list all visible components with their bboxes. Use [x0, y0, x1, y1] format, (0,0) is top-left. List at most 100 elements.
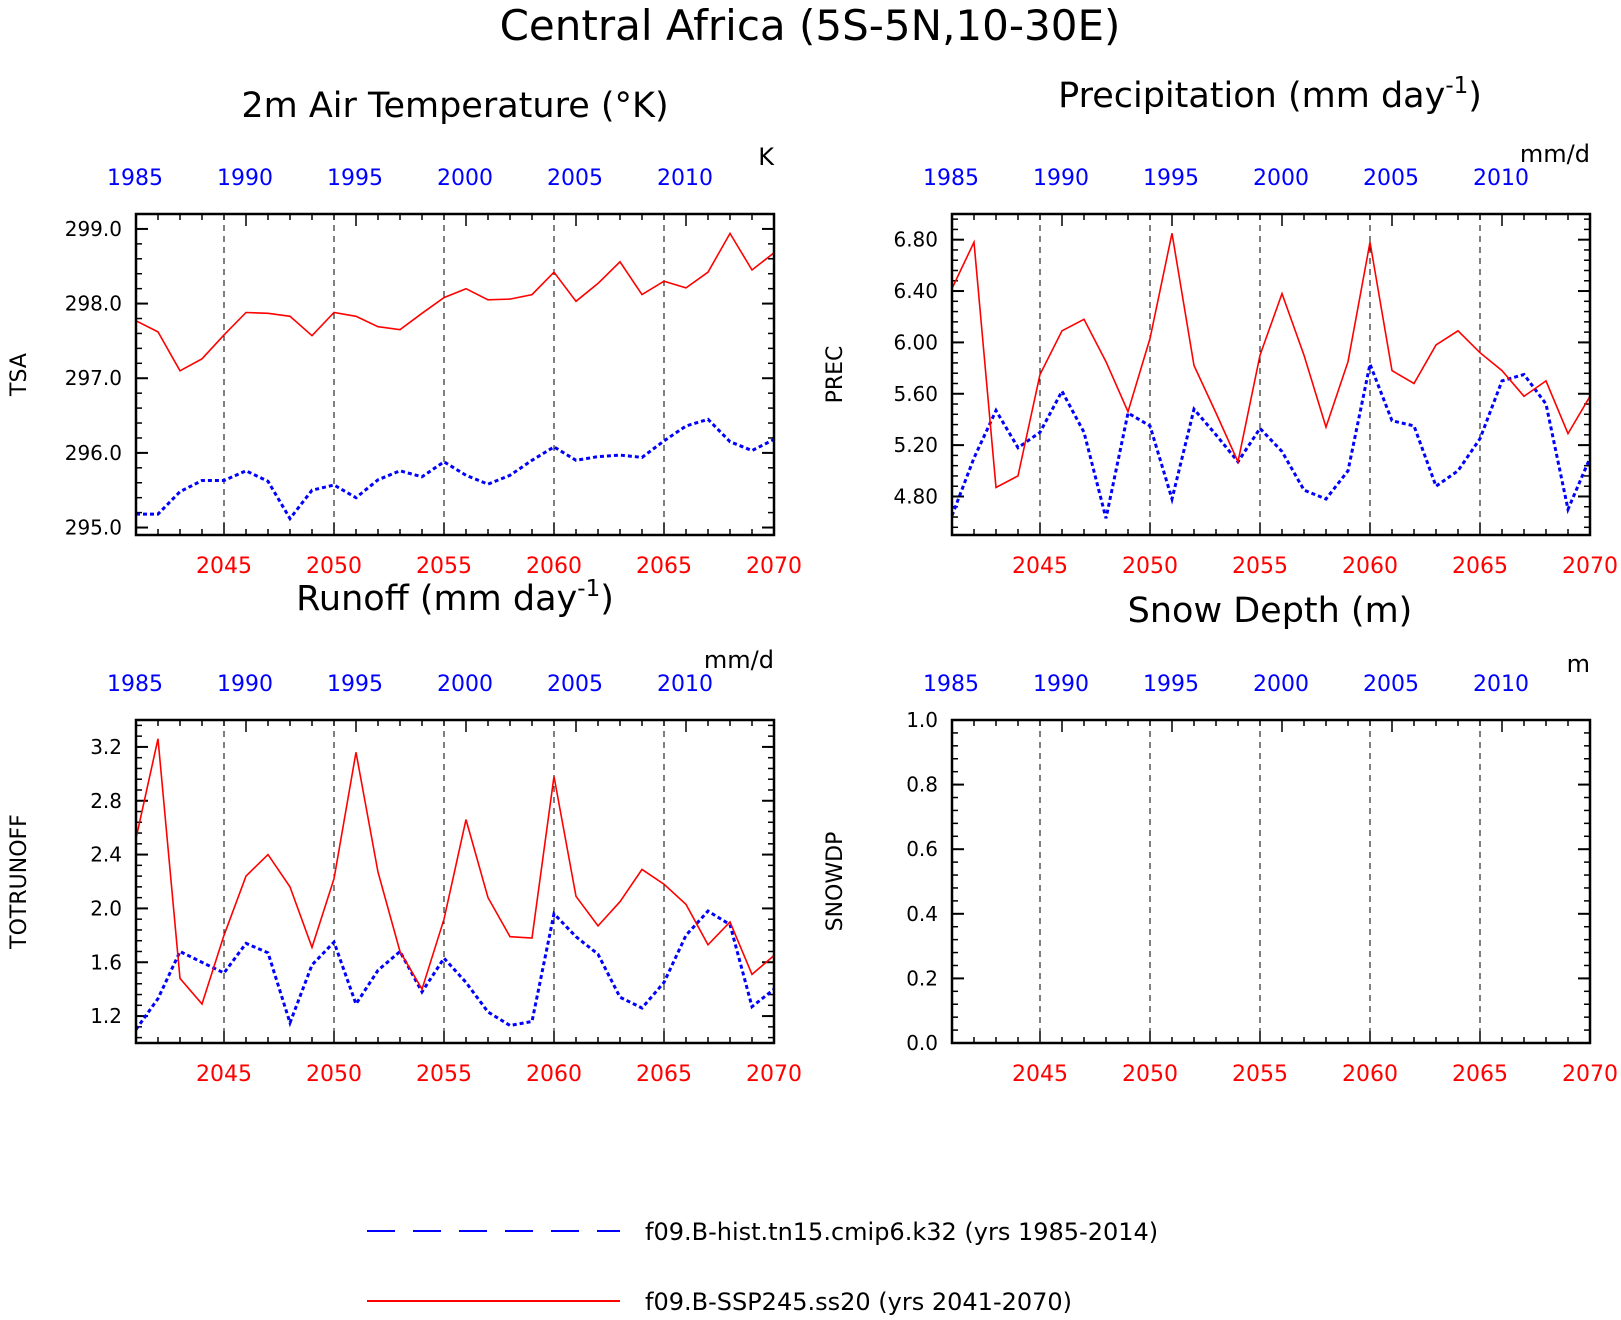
- x-tick-label-bottom: 2050: [306, 554, 362, 579]
- x-tick-label-bottom: 2050: [306, 1062, 362, 1087]
- x-tick-label-bottom: 2045: [1012, 1062, 1068, 1087]
- y-tick-label: 0.8: [906, 773, 938, 797]
- y-tick-label: 295.0: [65, 516, 122, 540]
- panel-tsa: 2m Air Temperature (°K) K TSA 295.0 296.0 297…: [7, 86, 802, 579]
- x-tick-label-top: 2010: [657, 166, 713, 191]
- x-tick-label-top: 2000: [437, 166, 493, 191]
- series-line-ssp: [135, 738, 775, 1006]
- panel-title: Precipitation (mm day-1): [1058, 73, 1482, 116]
- units-label: K: [758, 143, 775, 171]
- y-tick-label: 6.40: [893, 279, 938, 303]
- panel-title-main: 2m Air Temperature (°K): [241, 86, 668, 126]
- x-tick-label-bottom: 2065: [1452, 554, 1508, 579]
- x-tick-label-top: 1985: [107, 672, 163, 697]
- y-tick-label: 297.0: [65, 366, 122, 390]
- legend-label-hist: f09.B-hist.tn15.cmip6.k32 (yrs 1985-2014…: [645, 1218, 1158, 1246]
- x-tick-label-bottom: 2060: [526, 554, 582, 579]
- x-tick-label-top: 1995: [1143, 672, 1199, 697]
- x-tick-label-top: 2005: [547, 166, 603, 191]
- y-tick-label: 299.0: [65, 217, 122, 241]
- panel-title: Snow Depth (m): [1128, 591, 1413, 631]
- x-tick-label-top: 2010: [1473, 672, 1529, 697]
- x-tick-label-bottom: 2065: [636, 554, 692, 579]
- units-label: mm/d: [704, 646, 774, 674]
- series-line-hist: [134, 909, 775, 1031]
- x-tick-label-bottom: 2070: [746, 554, 802, 579]
- series-line-ssp: [135, 231, 775, 372]
- x-tick-label-bottom: 2070: [1562, 554, 1618, 579]
- x-tick-label-bottom: 2070: [1562, 1062, 1618, 1087]
- plot-frame: [950, 718, 1592, 1045]
- y-tick-label: 298.0: [65, 292, 122, 316]
- y-axis-label: TSA: [7, 353, 32, 397]
- y-tick-label: 1.2: [90, 1004, 122, 1028]
- x-tick-label-top: 2010: [1473, 166, 1529, 191]
- units-label: m: [1567, 650, 1590, 678]
- panel-title-close: ): [600, 579, 614, 619]
- y-tick-label: 296.0: [65, 441, 122, 465]
- panel-snowdp: Snow Depth (m) m SNOWDP 0.0 0.2 0.4 0.6 0.8 1.0 2…: [823, 591, 1618, 1087]
- x-tick-label-top: 1990: [1033, 166, 1089, 191]
- x-tick-label-top: 2010: [657, 672, 713, 697]
- y-tick-label: 3.2: [90, 735, 122, 759]
- panel-title-superscript: -1: [1445, 73, 1468, 99]
- panel-title-superscript: -1: [577, 576, 600, 602]
- x-tick-label-bottom: 2055: [416, 1062, 472, 1087]
- y-tick-label: 6.00: [893, 330, 938, 354]
- plot-frame: [134, 212, 776, 537]
- y-tick-label: 0.4: [906, 902, 938, 926]
- panel-title-main: Runoff (mm day: [296, 579, 577, 619]
- y-tick-label: 1.6: [90, 950, 122, 974]
- y-tick-label: 2.4: [90, 843, 122, 867]
- x-tick-label-top: 1990: [217, 166, 273, 191]
- y-axis-label: SNOWDP: [823, 832, 848, 932]
- x-tick-label-bottom: 2070: [746, 1062, 802, 1087]
- x-tick-label-top: 1985: [923, 672, 979, 697]
- x-tick-label-top: 1985: [923, 166, 979, 191]
- x-tick-label-top: 2000: [1253, 672, 1309, 697]
- x-tick-label-top: 2005: [547, 672, 603, 697]
- series-line-hist: [136, 417, 775, 522]
- y-axis-label: TOTRUNOFF: [7, 814, 32, 950]
- x-tick-label-bottom: 2050: [1122, 554, 1178, 579]
- x-tick-label-bottom: 2055: [416, 554, 472, 579]
- y-tick-label: 2.0: [90, 896, 122, 920]
- panel-title-main: Precipitation (mm day: [1058, 76, 1445, 116]
- series-line-ssp: [951, 233, 1591, 489]
- panel-title: Runoff (mm day-1): [296, 576, 614, 619]
- x-tick-label-top: 2005: [1363, 672, 1419, 697]
- x-tick-label-bottom: 2060: [1342, 1062, 1398, 1087]
- y-tick-label: 6.80: [893, 228, 938, 252]
- y-tick-label: 1.0: [906, 708, 938, 732]
- panel-prec: Precipitation (mm day-1) mm/d PREC 4.80 5.20…: [823, 73, 1618, 579]
- figure-title: Central Africa (5S-5N,10-30E): [500, 1, 1121, 50]
- x-tick-label-top: 2000: [1253, 166, 1309, 191]
- y-tick-label: 0.2: [906, 966, 938, 990]
- x-tick-label-bottom: 2065: [636, 1062, 692, 1087]
- units-label: mm/d: [1520, 140, 1590, 168]
- x-tick-label-top: 1995: [327, 672, 383, 697]
- legend-label-ssp: f09.B-SSP245.ss20 (yrs 2041-2070): [645, 1288, 1072, 1316]
- x-tick-label-top: 1990: [1033, 672, 1089, 697]
- panel-title-main: Snow Depth (m): [1128, 591, 1413, 631]
- panel-totrunoff: Runoff (mm day-1) mm/d TOTRUNOFF 1.2 1.6 2.0 2…: [7, 576, 802, 1087]
- x-tick-label-top: 1995: [327, 166, 383, 191]
- plot-frame: [950, 212, 1592, 537]
- x-tick-label-bottom: 2045: [196, 554, 252, 579]
- y-tick-label: 4.80: [893, 484, 938, 508]
- legend: f09.B-hist.tn15.cmip6.k32 (yrs 1985-2014…: [367, 1218, 1158, 1316]
- x-tick-label-bottom: 2060: [1342, 554, 1398, 579]
- x-tick-label-bottom: 2055: [1232, 554, 1288, 579]
- plot-frame: [134, 718, 776, 1045]
- y-tick-label: 0.6: [906, 837, 938, 861]
- x-tick-label-top: 1995: [1143, 166, 1199, 191]
- series-line-hist: [950, 358, 1592, 519]
- x-tick-label-bottom: 2065: [1452, 1062, 1508, 1087]
- y-tick-label: 5.60: [893, 382, 938, 406]
- x-tick-label-top: 2005: [1363, 166, 1419, 191]
- x-tick-label-bottom: 2045: [1012, 554, 1068, 579]
- x-tick-label-top: 2000: [437, 672, 493, 697]
- x-tick-label-bottom: 2045: [196, 1062, 252, 1087]
- panel-title: 2m Air Temperature (°K): [241, 86, 668, 126]
